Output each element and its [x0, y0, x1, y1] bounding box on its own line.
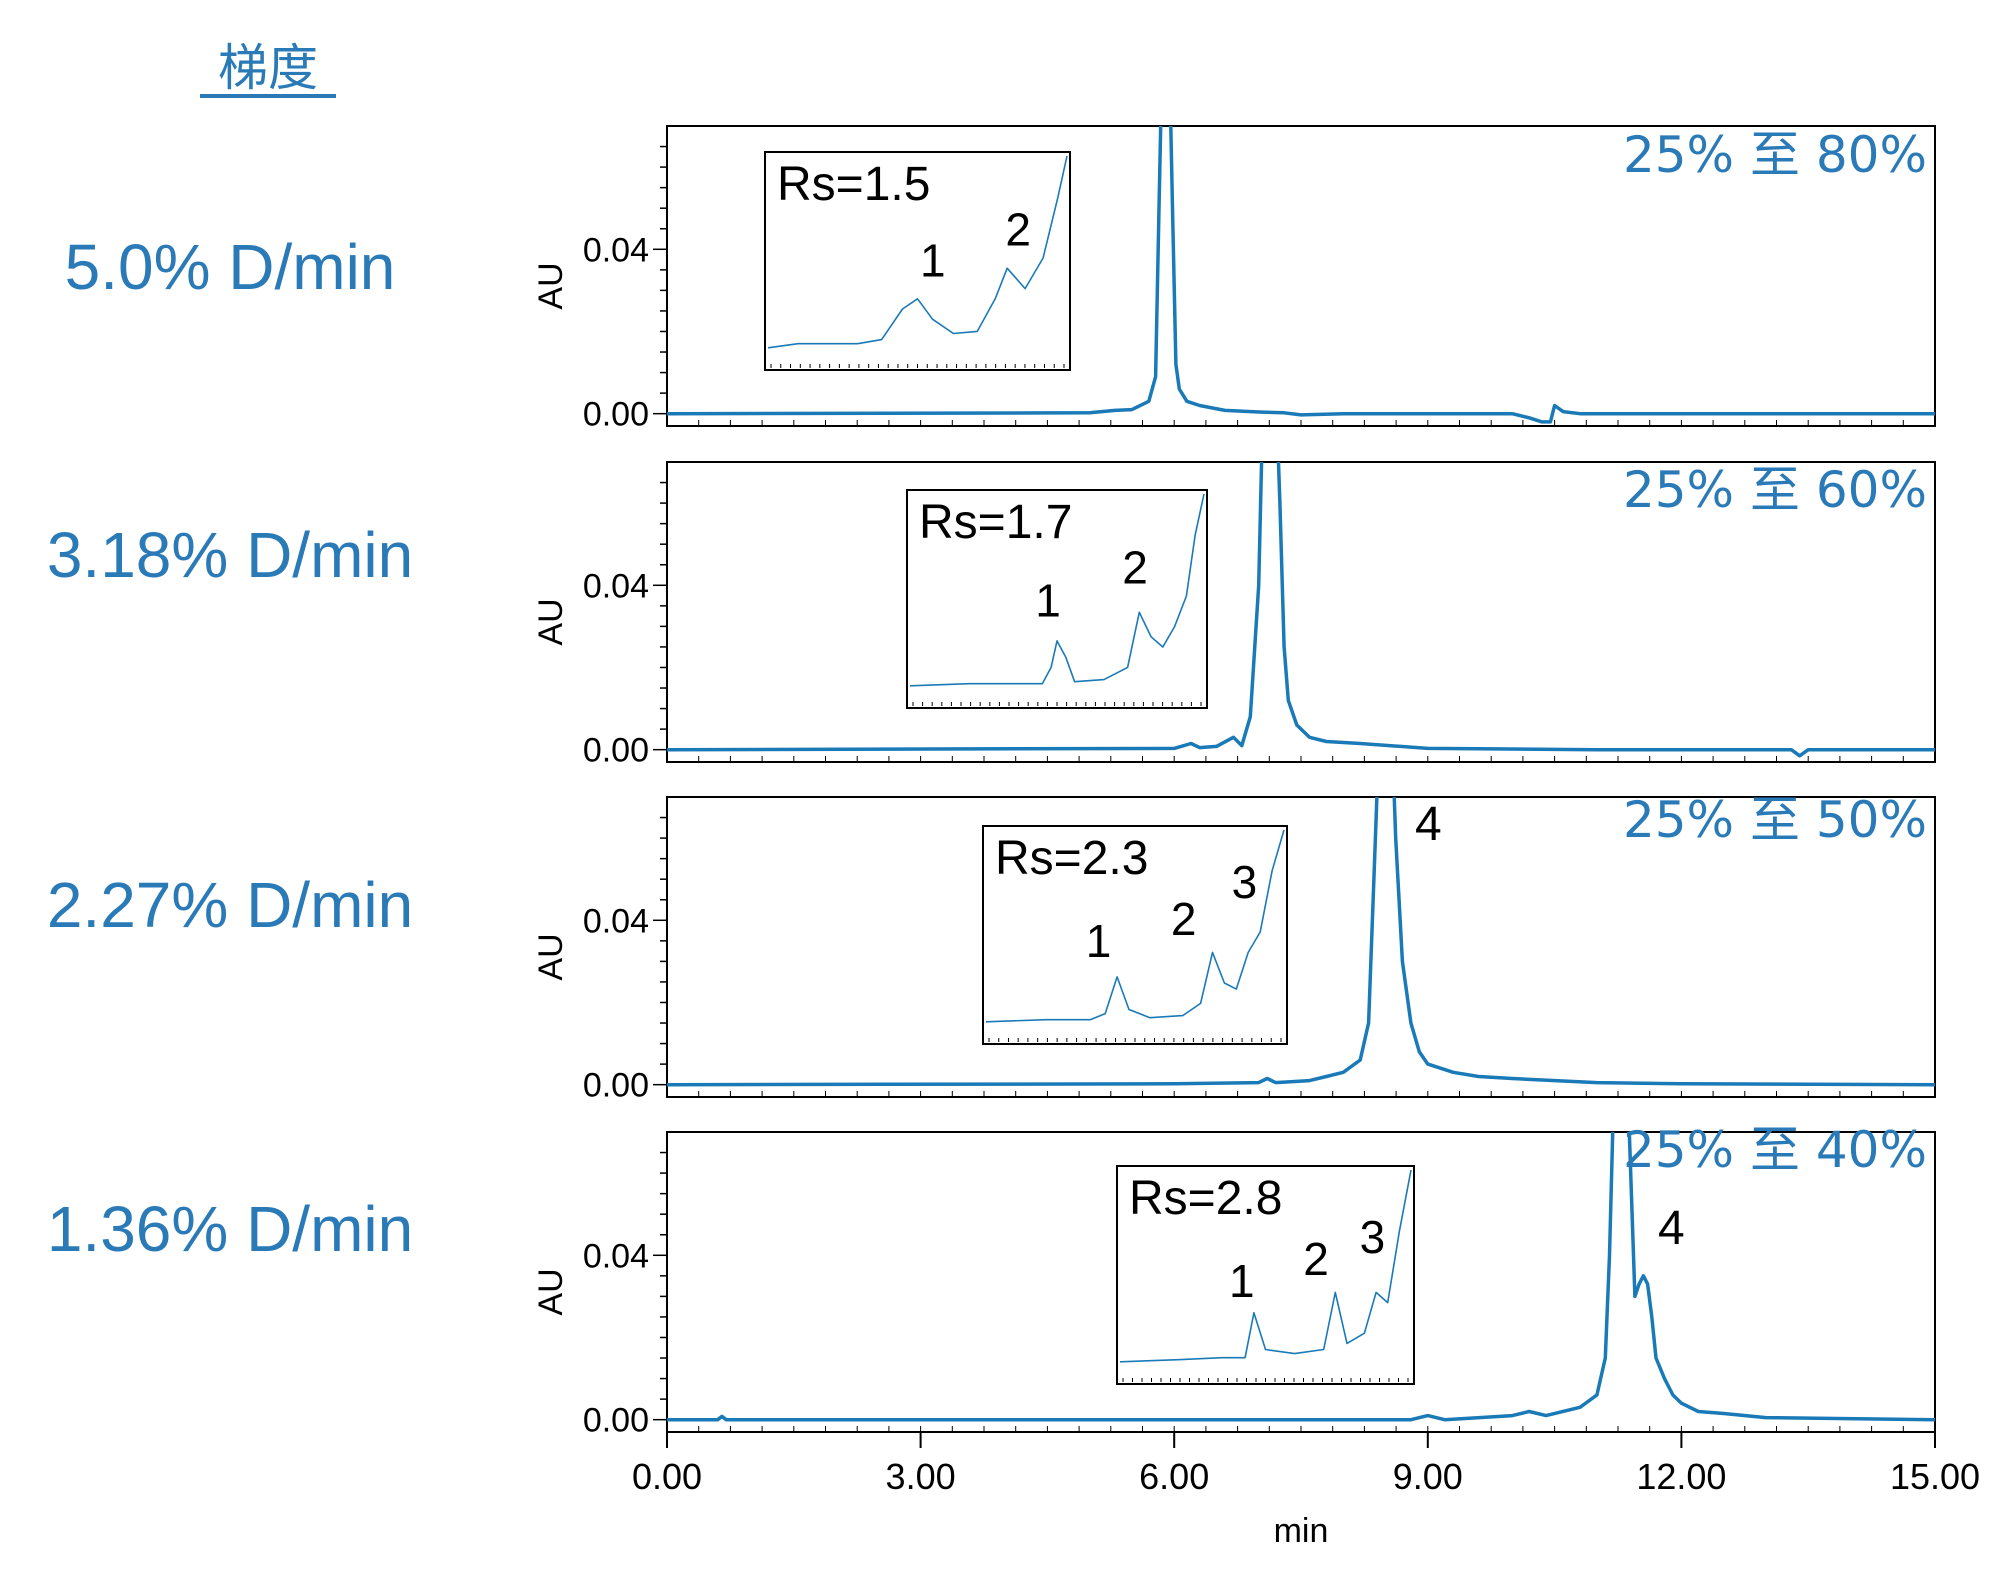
inset-trace-2 — [909, 493, 1205, 687]
inset-peak-label-2-2: 2 — [1122, 542, 1148, 594]
y-axis-title-2: AU — [532, 598, 570, 645]
y-axis-title-1: AU — [532, 262, 570, 309]
gradient-rate-label-1: 5.0% D/min — [64, 231, 396, 303]
y-tick-label-1: 0.00 — [583, 396, 649, 434]
y-tick-label-4: 0.04 — [583, 1237, 649, 1275]
range-label-4: 25% 至 40% — [1623, 1121, 1927, 1179]
resolution-label-3: Rs=2.3 — [995, 832, 1148, 885]
range-label-3: 25% 至 50% — [1623, 791, 1927, 849]
gradient-rate-label-4: 1.36% D/min — [46, 1193, 414, 1265]
inset-frame-2 — [906, 489, 1208, 709]
inset-peak-label-2-1: 1 — [1035, 574, 1061, 626]
x-tick-label: 3.00 — [886, 1456, 956, 1497]
resolution-label-1: Rs=1.5 — [777, 158, 930, 211]
x-tick-label: 9.00 — [1393, 1456, 1463, 1497]
inset-peak-label-1-1: 1 — [920, 234, 946, 286]
inset-frame-1 — [764, 151, 1071, 371]
inset-peak-label-4-3: 3 — [1360, 1211, 1386, 1263]
header-underline — [200, 94, 336, 98]
y-tick-label-4: 0.00 — [583, 1402, 649, 1440]
x-axis-title: min — [1274, 1512, 1329, 1550]
y-tick-label-1: 0.04 — [583, 231, 649, 269]
chromatogram-trace-4 — [667, 1132, 1935, 1422]
inset-peak-label-1-2: 2 — [1005, 204, 1031, 256]
range-label-2: 25% 至 60% — [1623, 461, 1927, 519]
y-axis-title-3: AU — [532, 933, 570, 980]
y-tick-label-2: 0.04 — [583, 567, 649, 605]
peak-annotation-4: 4 — [1658, 1202, 1685, 1255]
inset-peak-label-3-1: 1 — [1086, 915, 1112, 967]
chromatogram-trace-1 — [667, 126, 1935, 424]
chromatogram-trace-3 — [667, 797, 1935, 1087]
inset-peak-label-4-1: 1 — [1229, 1255, 1255, 1307]
range-label-1: 25% 至 80% — [1623, 126, 1927, 184]
x-tick-label: 12.00 — [1636, 1456, 1726, 1497]
x-tick-label: 0.00 — [632, 1456, 702, 1497]
inset-frame-3 — [982, 825, 1288, 1045]
x-tick-label: 15.00 — [1890, 1456, 1980, 1497]
inset-trace-1 — [767, 155, 1068, 349]
inset-trace-4 — [1119, 1169, 1412, 1363]
resolution-label-4: Rs=2.8 — [1129, 1172, 1282, 1225]
y-tick-label-3: 0.00 — [583, 1067, 649, 1105]
peak-annotation-3: 4 — [1415, 798, 1442, 851]
gradient-rate-label-3: 2.27% D/min — [46, 869, 414, 941]
inset-peak-label-4-2: 2 — [1303, 1233, 1329, 1285]
inset-peak-label-3-2: 2 — [1171, 893, 1197, 945]
gradient-header: 梯度 — [218, 39, 318, 97]
inset-trace-3 — [985, 829, 1285, 1023]
chromatogram-trace-2 — [667, 462, 1935, 758]
resolution-label-2: Rs=1.7 — [919, 496, 1072, 549]
y-tick-label-2: 0.00 — [583, 732, 649, 770]
x-tick-label: 6.00 — [1139, 1456, 1209, 1497]
gradient-rate-label-2: 3.18% D/min — [46, 519, 414, 591]
y-axis-title-4: AU — [532, 1268, 570, 1315]
inset-peak-label-3-3: 3 — [1232, 856, 1258, 908]
y-tick-label-3: 0.04 — [583, 902, 649, 940]
